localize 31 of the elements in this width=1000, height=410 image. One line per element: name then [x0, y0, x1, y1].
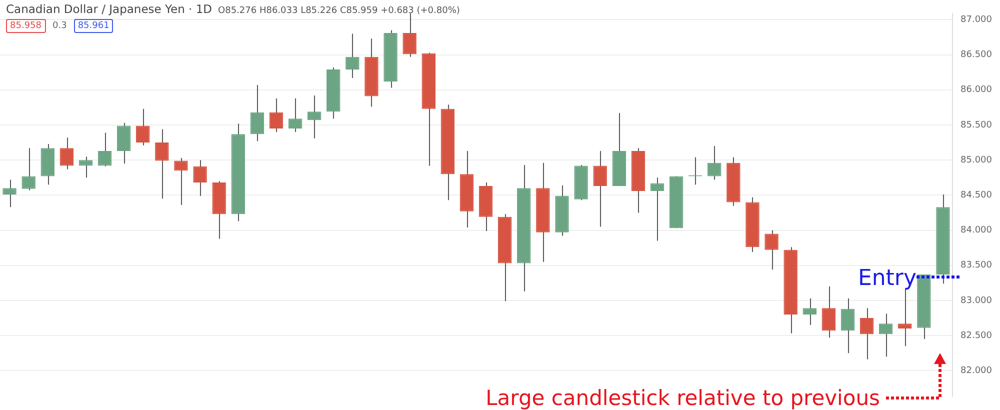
candlestick — [116, 122, 131, 164]
y-tick-label: 82.000 — [960, 366, 992, 376]
candlestick — [898, 288, 912, 347]
candlestick — [174, 157, 188, 206]
candlestick — [593, 150, 607, 228]
candlestick — [822, 286, 836, 338]
annotation: Large candlestick relative to previous — [486, 386, 880, 410]
candlestick — [307, 95, 322, 139]
y-tick-label: 83.500 — [960, 260, 992, 271]
y-tick-label: 83.000 — [960, 296, 992, 306]
y-tick-label: 86.000 — [960, 85, 992, 96]
y-tick-label: 86.500 — [960, 50, 992, 60]
annotation: 85.961 — [74, 19, 114, 33]
candlestick — [402, 12, 416, 58]
candlestick — [250, 84, 264, 142]
y-tick-label: 85.500 — [960, 120, 992, 130]
y-tick-label: 84.000 — [960, 226, 992, 236]
y-tick-label: 85.000 — [960, 155, 992, 166]
y-tick-label: 87.000 — [960, 15, 992, 26]
chart-title: Canadian Dollar / Japanese Yen · 1D — [6, 2, 212, 16]
annotation: Entry — [858, 266, 917, 291]
chart-subtitle: O85.276 H86.033 L85.226 C85.959 +0.683 (+0.80%) — [218, 6, 460, 16]
annotation: 85.958 — [6, 19, 46, 33]
candlestick — [2, 179, 16, 208]
candlestick — [78, 156, 93, 178]
annotation: 0.3 — [50, 20, 70, 32]
y-tick-label: 82.500 — [960, 330, 992, 341]
y-tick-label: 84.500 — [960, 190, 992, 201]
candlestick — [840, 298, 855, 354]
candlestick — [650, 177, 664, 242]
candlestick — [802, 298, 816, 326]
